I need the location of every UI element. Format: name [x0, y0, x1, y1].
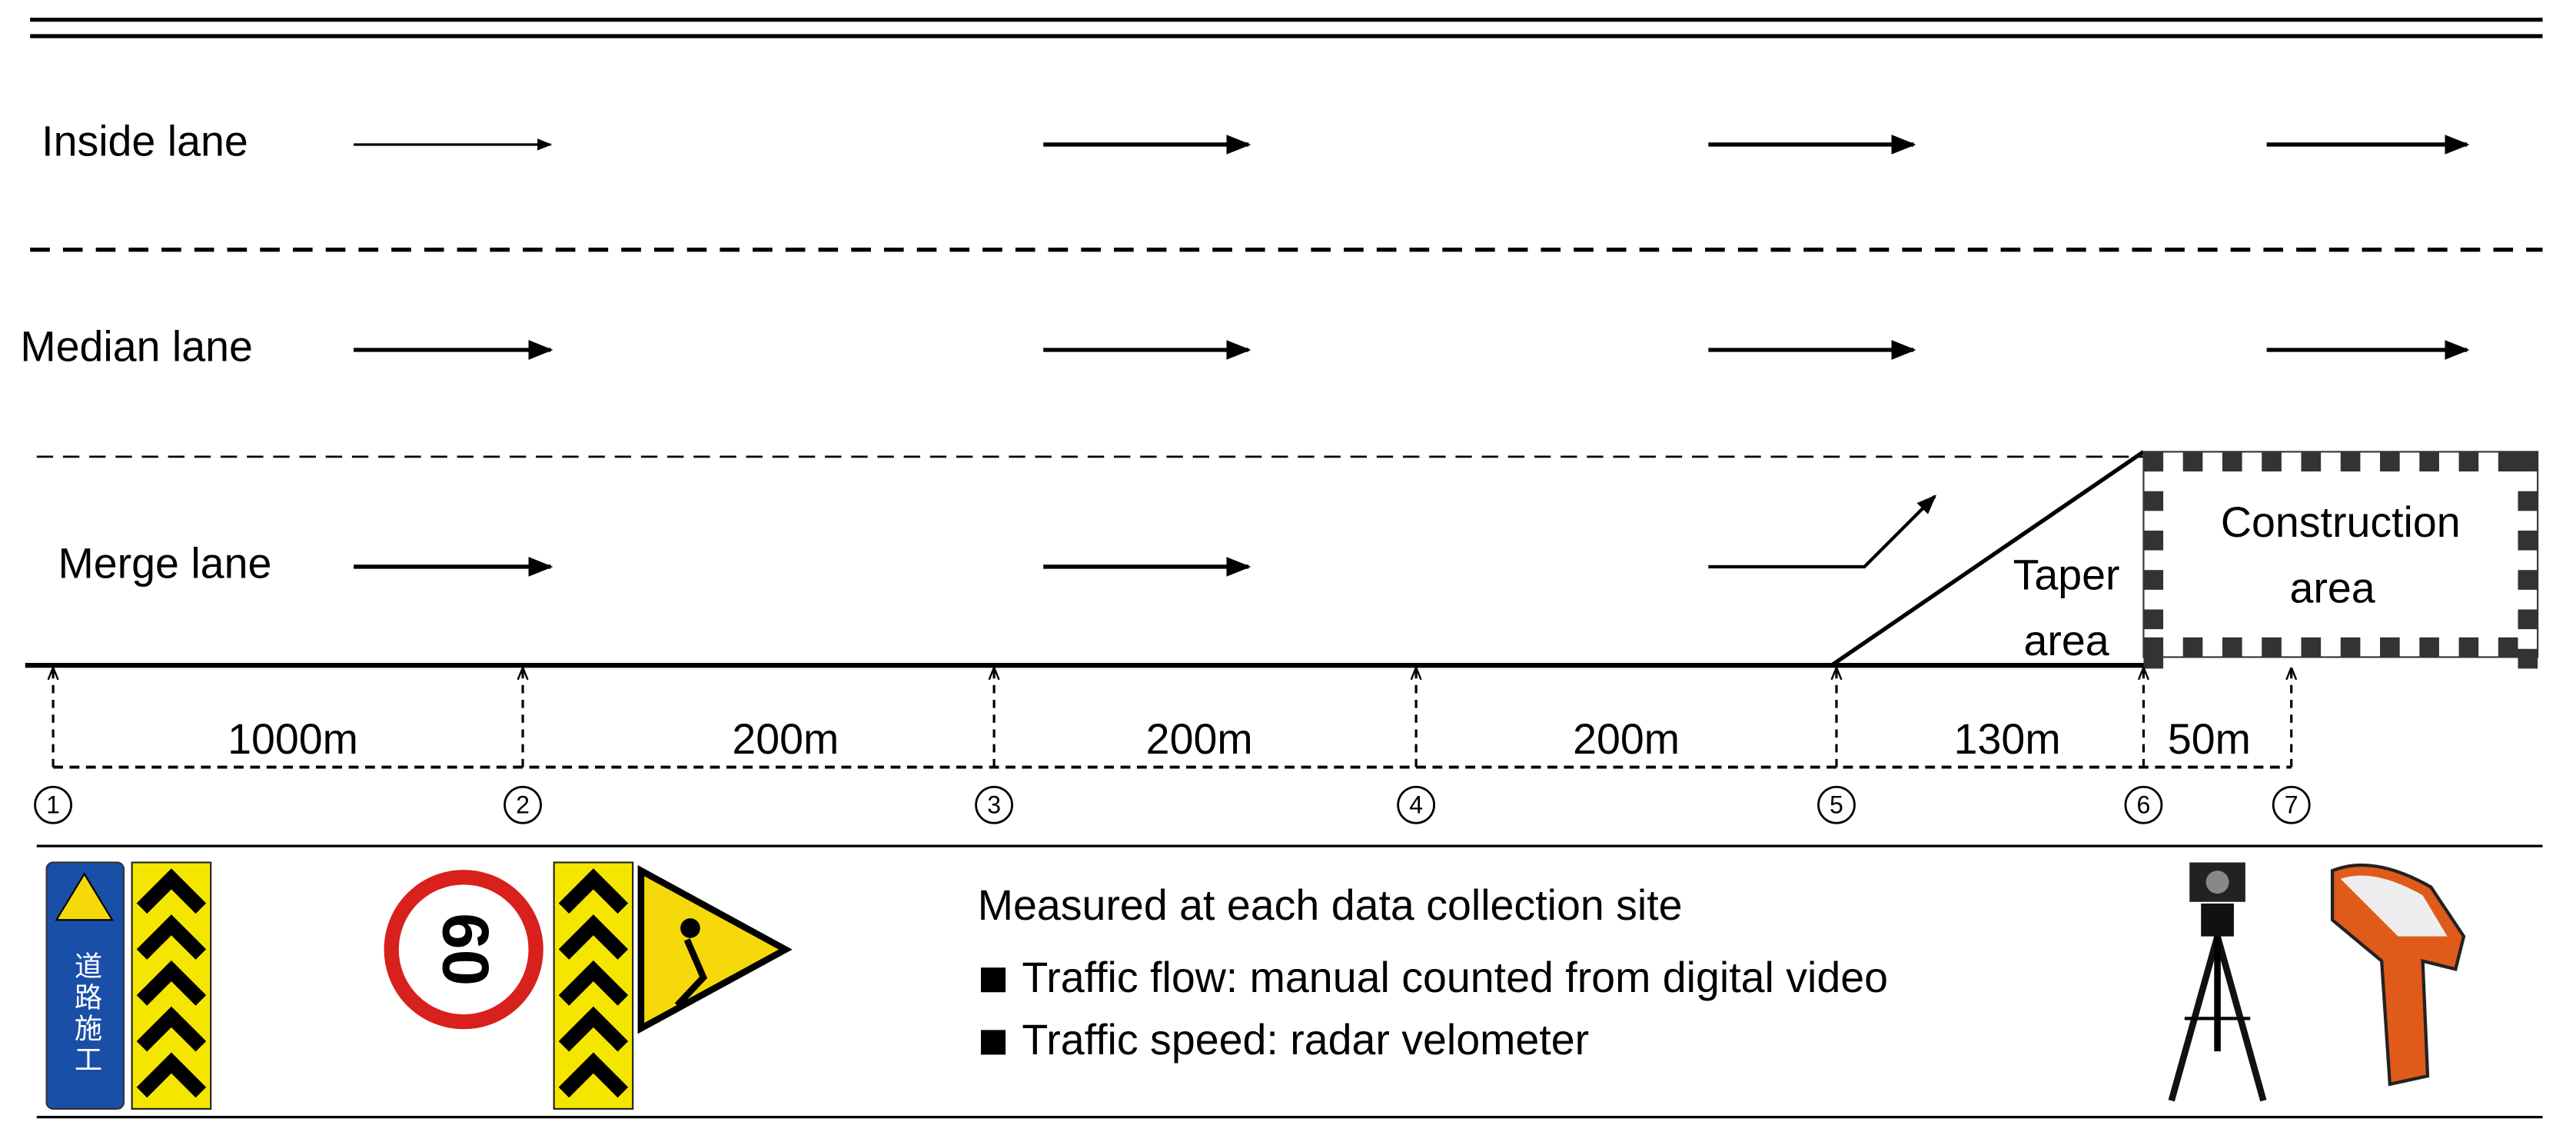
checker	[2518, 609, 2538, 630]
site-number: 2	[516, 791, 530, 818]
radar-gun-face	[2340, 875, 2448, 937]
distance-label: 200m	[732, 715, 839, 763]
checker	[2458, 451, 2479, 472]
checker	[2143, 451, 2164, 472]
checker	[2380, 451, 2400, 472]
checker	[2380, 637, 2400, 658]
lane-label: Inside lane	[42, 118, 248, 165]
checker	[2143, 530, 2164, 551]
distance-label: 1000m	[228, 715, 358, 763]
site-circle	[2272, 785, 2311, 824]
checker	[2518, 570, 2538, 590]
site-circle	[975, 785, 1014, 824]
worker-icon	[674, 938, 708, 1008]
chevron	[558, 868, 629, 914]
checker	[2262, 637, 2282, 658]
checker	[2518, 530, 2538, 551]
checker	[2143, 570, 2164, 590]
legend-title: Measured at each data collection site	[978, 881, 1683, 929]
checker	[2143, 609, 2164, 630]
worker-icon	[680, 918, 700, 938]
site-circle	[1397, 785, 1436, 824]
checker	[2143, 648, 2164, 669]
checker	[2518, 491, 2538, 511]
legend-item: Traffic flow: manual counted from digita…	[1022, 954, 1888, 1001]
site-circle	[1817, 785, 1856, 824]
lane-label: Median lane	[20, 323, 253, 371]
construction-label: Construction	[2221, 498, 2461, 546]
chevron	[558, 1006, 629, 1052]
taper-label: Taper	[2013, 551, 2120, 599]
checker	[2340, 451, 2361, 472]
distance-label: 130m	[1954, 715, 2061, 763]
chevron	[136, 914, 207, 960]
speed-value: 60	[428, 913, 501, 986]
site-number: 5	[1830, 791, 1843, 818]
checker	[2143, 491, 2164, 511]
construction-sign	[45, 861, 125, 1110]
taper-line	[1830, 450, 2145, 668]
checker	[2498, 637, 2518, 658]
checker	[2301, 451, 2322, 472]
checker	[2182, 451, 2203, 472]
lane-label: Merge lane	[58, 540, 272, 588]
site-number: 4	[1409, 791, 1423, 818]
checker	[2458, 637, 2479, 658]
chevron	[136, 1052, 207, 1098]
checker	[2262, 451, 2282, 472]
warning-sign	[637, 864, 793, 1034]
site-circle	[504, 785, 542, 824]
checker	[2301, 637, 2322, 658]
chevron	[136, 868, 207, 914]
checker	[2498, 451, 2518, 472]
checker	[2419, 451, 2439, 472]
merge-arrow	[1708, 494, 1936, 569]
site-number: 7	[2285, 791, 2298, 818]
distance-label: 200m	[1573, 715, 1680, 763]
legend-item: Traffic speed: radar velometer	[1022, 1016, 1589, 1064]
distance-label: 50m	[2168, 715, 2251, 763]
sign-icon	[55, 872, 114, 921]
site-number: 1	[46, 791, 60, 818]
checker	[2182, 637, 2203, 658]
site-number: 3	[987, 791, 1001, 818]
site-circle	[2124, 785, 2163, 824]
checker	[2518, 648, 2538, 669]
construction-label: area	[2290, 564, 2375, 612]
chevron	[558, 960, 629, 1006]
legend-bullet	[981, 1030, 1006, 1055]
chevron	[558, 914, 629, 960]
camera-lens	[2205, 871, 2229, 894]
chevron	[136, 1006, 207, 1052]
speed-sign	[384, 870, 543, 1030]
site-circle	[34, 785, 72, 824]
taper-label: area	[2023, 617, 2109, 664]
chevron	[136, 960, 207, 1006]
chevron	[558, 1052, 629, 1098]
distance-label: 200m	[1146, 715, 1253, 763]
site-number: 6	[2137, 791, 2151, 818]
sign-text: 道路施工	[71, 951, 102, 1076]
legend-bullet	[981, 967, 1006, 993]
checker	[2419, 637, 2439, 658]
checker	[2222, 451, 2242, 472]
construction-inner	[2171, 479, 2510, 630]
checker	[2222, 637, 2242, 658]
checker	[2340, 637, 2361, 658]
checker	[2518, 451, 2538, 472]
